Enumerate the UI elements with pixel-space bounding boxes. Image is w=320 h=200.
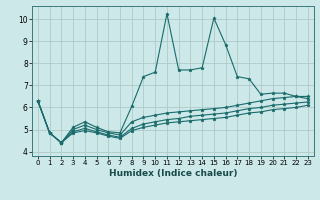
X-axis label: Humidex (Indice chaleur): Humidex (Indice chaleur) bbox=[108, 169, 237, 178]
